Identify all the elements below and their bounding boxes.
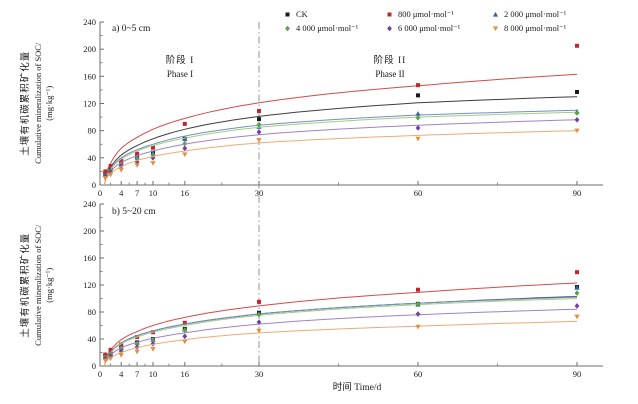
fitted-curve [104,298,578,366]
phase-1-en: Phase I [166,69,194,79]
legend-label: CK [296,9,308,19]
x-tick-label: 16 [181,369,190,379]
series-4-panel-b [102,303,580,366]
y-tick-label: 120 [83,280,96,290]
y-axis-title-panel-a: 土壤有机碳累积矿化量 Cumulative mineralization of … [21,8,56,198]
ck-marker-icon [283,10,292,19]
phase-1-zh: 阶段 I [165,56,195,66]
y-tick-label: 80 [88,126,97,136]
y-tick-label: 240 [83,17,96,27]
legend: CK 800 μmol·mol⁻¹ 2 000 μmol·mol⁻¹ 4 000… [283,7,621,35]
fitted-curve [104,130,578,185]
x-axis-title: 时间 Time/d [332,383,382,393]
legend-label: 8 000 μmol·mol⁻¹ [504,22,567,33]
legend-label: 6 000 μmol·mol⁻¹ [398,22,461,33]
x-tick-label: 30 [255,369,264,379]
co2-800-marker-icon [385,10,394,19]
co2-2000-marker-icon [491,10,500,19]
phase-2-zh: 阶段 II [373,56,407,66]
series-2-panel-b [102,285,580,366]
legend-label: 800 μmol·mol⁻¹ [398,8,454,19]
series-5-panel-b [102,314,580,366]
panel-b: 0 4 7 10 16 30 60 90 0 40 80 120 160 200 240 [83,199,603,379]
panel-a: 0 4 7 10 16 30 60 90 0 40 80 120 160 200 240 [83,17,603,198]
legend-item-2000: 2 000 μmol·mol⁻¹ [491,9,621,20]
fitted-curve [104,282,578,366]
y-tick-label: 0 [92,180,96,190]
x-tick-label: 7 [135,369,139,379]
y-tick-label: 40 [88,153,97,163]
x-tick-label: 90 [573,369,582,379]
x-tick-label: 30 [255,188,264,198]
y-axis-title-en: Cumulative mineralization of SOC/ [32,42,43,164]
legend-label: 2 000 μmol·mol⁻¹ [504,8,567,19]
x-tick-label: 0 [98,369,102,379]
fitted-curve [104,119,578,185]
y-tick-label: 200 [83,226,96,236]
series-1-panel-a [103,43,579,185]
fitted-curve [104,296,578,366]
legend-item-8000: 8 000 μmol·mol⁻¹ [491,23,621,34]
panel-a-label: a) 0~5 cm [112,24,151,34]
y-tick-label: 160 [83,253,96,263]
co2-8000-marker-icon [491,24,500,33]
series-0-panel-a [103,89,579,185]
phase-1-annotation: 阶段 I Phase I [135,55,225,81]
phase-2-annotation: 阶段 II Phase II [345,55,435,81]
y-axis-title-unit: (mg·kg⁻¹) [43,85,54,121]
x-tick-label: 4 [119,369,124,379]
legend-item-6000: 6 000 μmol·mol⁻¹ [385,23,491,34]
series-2-panel-a [102,109,580,185]
x-tick-label: 16 [181,188,190,198]
x-tick-label: 60 [414,188,423,198]
panel-b-label: b) 5~20 cm [112,207,156,217]
y-tick-label: 160 [83,71,96,81]
co2-4000-marker-icon [283,24,292,33]
fitted-curve [104,320,578,366]
fitted-curve [104,73,578,185]
y-tick-label: 80 [88,307,97,317]
legend-item-4000: 4 000 μmol·mol⁻¹ [283,23,385,34]
fitted-curve [104,296,578,366]
axes-panel-b: 0 4 7 10 16 30 60 90 0 40 80 120 160 200 240 [83,199,603,379]
legend-item-ck: CK [283,9,385,19]
fitted-curve [104,308,578,366]
y-tick-label: 0 [92,361,96,371]
legend-label: 4 000 μmol·mol⁻¹ [296,22,359,33]
axes-panel-a: 0 4 7 10 16 30 60 90 0 40 80 120 160 200 240 [83,17,603,198]
y-tick-label: 120 [83,99,96,109]
x-tick-label: 90 [573,188,582,198]
x-tick-label: 7 [135,188,139,198]
x-tick-label: 10 [149,188,158,198]
x-tick-label: 60 [414,369,423,379]
series-4-panel-a [102,117,580,185]
y-axis-title-zh: 土壤有机碳累积矿化量 [20,50,31,156]
x-tick-label: 10 [149,369,158,379]
series-3-panel-b [102,290,580,366]
y-tick-label: 200 [83,44,96,54]
co2-6000-marker-icon [385,24,394,33]
y-axis-title-panel-b: 土壤有机碳累积矿化量 Cumulative mineralization of … [20,224,54,346]
y-tick-label: 240 [83,199,96,209]
x-tick-label: 0 [98,188,102,198]
fitted-curve [104,111,578,185]
y-tick-label: 40 [88,334,97,344]
legend-item-800: 800 μmol·mol⁻¹ [385,9,491,20]
fitted-curve [104,96,578,185]
series-5-panel-a [102,128,580,185]
phase-2-en: Phase II [375,69,405,79]
x-tick-label: 4 [119,188,124,198]
